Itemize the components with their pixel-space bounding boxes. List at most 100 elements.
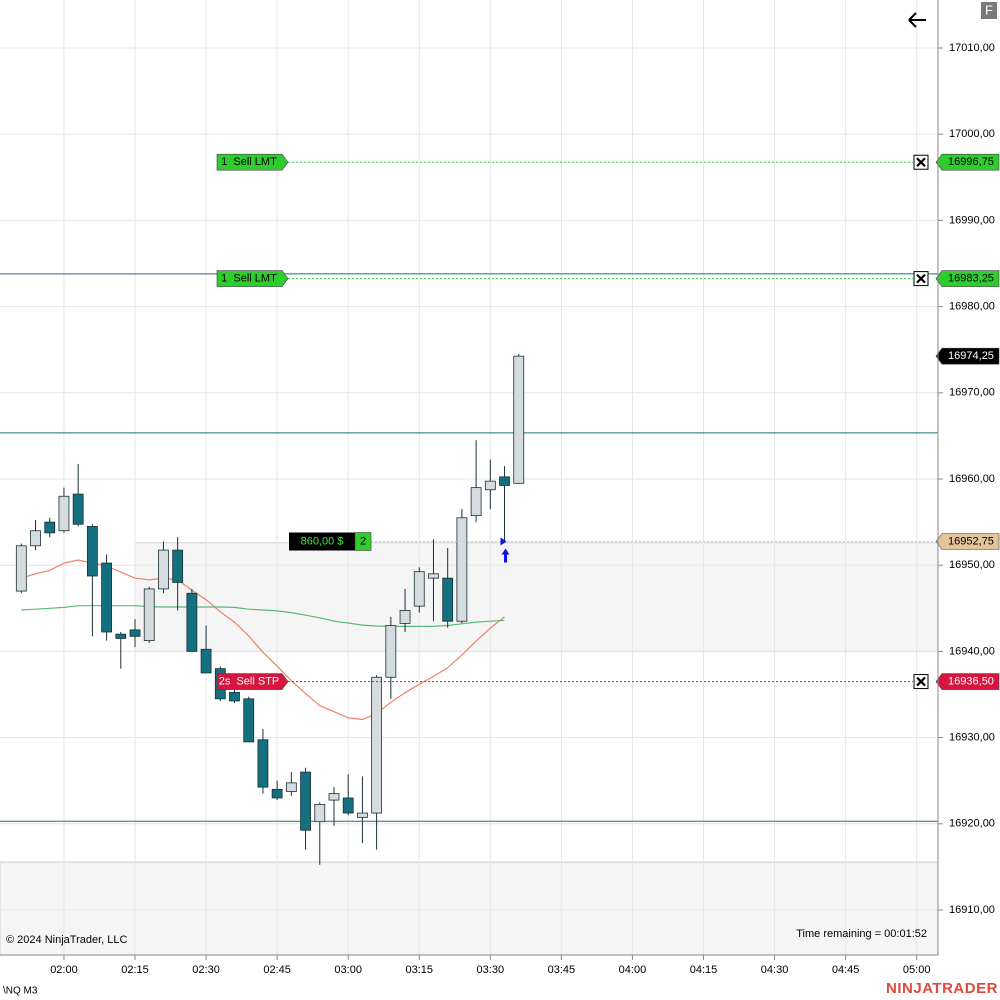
candle xyxy=(442,547,454,628)
order-label-bg[interactable] xyxy=(216,270,289,287)
cancel-order-button[interactable] xyxy=(913,674,929,690)
candle-body xyxy=(484,480,496,491)
order-label-bg[interactable] xyxy=(216,153,289,171)
cancel-x[interactable] xyxy=(916,273,926,284)
x-tick-label: 04:45 xyxy=(832,964,860,976)
candle xyxy=(371,675,383,850)
x-tick-label: 02:00 xyxy=(50,964,78,976)
candle-body xyxy=(58,495,70,532)
format-button[interactable]: F xyxy=(981,2,997,19)
price-tag-label: 16936,50 xyxy=(948,675,994,687)
candle xyxy=(484,459,496,510)
candle-body xyxy=(172,549,184,583)
price-tag-label: 16996,75 xyxy=(948,156,994,168)
candle xyxy=(399,588,411,633)
candle xyxy=(285,772,297,796)
candle xyxy=(413,567,425,613)
candle xyxy=(257,728,269,794)
candle xyxy=(158,541,169,594)
candle-body xyxy=(328,793,340,801)
order-label-bg[interactable] xyxy=(216,673,289,690)
execution-marker xyxy=(500,537,507,546)
x-tick-label: 03:45 xyxy=(548,964,576,976)
copyright: © 2024 NinjaTrader, LLC xyxy=(6,934,127,946)
candle-body xyxy=(271,788,283,799)
candle xyxy=(243,696,255,743)
candle-body xyxy=(456,517,468,622)
candle-body xyxy=(285,782,297,792)
candle xyxy=(115,632,127,669)
candle-body xyxy=(129,629,141,637)
logo-part: ATRADER xyxy=(922,980,998,997)
logo-part: NINJ xyxy=(886,980,922,997)
candle xyxy=(72,463,84,527)
candle-body xyxy=(115,633,127,639)
candle-body xyxy=(229,691,240,702)
y-tick-label: 16920,00 xyxy=(949,818,995,830)
zone xyxy=(0,861,939,956)
candle xyxy=(513,354,525,484)
candle xyxy=(15,543,27,594)
price-tag-label: 16952,75 xyxy=(948,535,994,547)
order-label[interactable]: 1 Sell LMT xyxy=(221,156,277,168)
candle-body xyxy=(243,698,255,743)
zone xyxy=(134,542,939,652)
candle xyxy=(30,519,41,551)
candle xyxy=(86,524,98,637)
candle xyxy=(456,509,468,624)
execution-arrow xyxy=(501,548,510,563)
candle-body xyxy=(186,592,198,652)
price-tag xyxy=(935,347,1000,365)
x-tick-label: 04:15 xyxy=(690,964,718,976)
format-button-label[interactable]: F xyxy=(985,2,993,17)
candle xyxy=(470,440,482,523)
position-qty-bg xyxy=(354,532,372,551)
order-label[interactable]: 2s Sell STP xyxy=(219,675,280,687)
x-tick-label: 02:15 xyxy=(121,964,149,976)
cancel-x[interactable] xyxy=(916,676,926,687)
back-button[interactable] xyxy=(908,12,926,28)
candle xyxy=(271,780,283,801)
candle-body xyxy=(72,493,84,525)
candle-body xyxy=(428,573,439,579)
candle-body xyxy=(371,676,383,814)
candle-body xyxy=(101,562,112,633)
candle xyxy=(200,625,212,674)
instrument: \NQ M3 xyxy=(3,986,38,997)
candle-body xyxy=(200,648,212,674)
y-tick-label: 16990,00 xyxy=(949,214,995,226)
candle xyxy=(101,554,112,641)
order-label[interactable]: 1 Sell LMT xyxy=(221,273,277,285)
back-arrow[interactable] xyxy=(908,12,926,28)
x-tick-label: 02:45 xyxy=(263,964,291,976)
position-qty: 2 xyxy=(360,535,366,547)
y-tick-label: 16970,00 xyxy=(949,387,995,399)
candle-body xyxy=(385,625,397,678)
y-tick-label: 16930,00 xyxy=(949,732,995,744)
format-button-bg[interactable] xyxy=(981,2,997,19)
cancel-order-button[interactable] xyxy=(913,154,929,170)
candle xyxy=(44,517,56,538)
candle-body xyxy=(357,812,368,818)
candle xyxy=(328,787,340,826)
price-tag xyxy=(935,153,1000,171)
candle-body xyxy=(30,530,41,547)
candle-body xyxy=(257,739,269,788)
price-tag xyxy=(935,270,1000,287)
candle xyxy=(314,802,326,865)
y-tick-label: 16940,00 xyxy=(949,645,995,657)
price-tag xyxy=(935,673,1000,690)
candle-body xyxy=(342,797,354,814)
candle-body xyxy=(15,545,27,592)
candle xyxy=(342,774,354,816)
time-remaining: Time remaining = 00:01:52 xyxy=(796,928,927,940)
cancel-x[interactable] xyxy=(916,157,926,168)
cancel-order-button[interactable] xyxy=(913,271,929,287)
x-tick-label: 05:00 xyxy=(903,964,931,976)
candle-body xyxy=(470,487,482,517)
candle-body xyxy=(442,577,454,622)
candle xyxy=(357,776,368,844)
candle-body xyxy=(143,588,155,642)
